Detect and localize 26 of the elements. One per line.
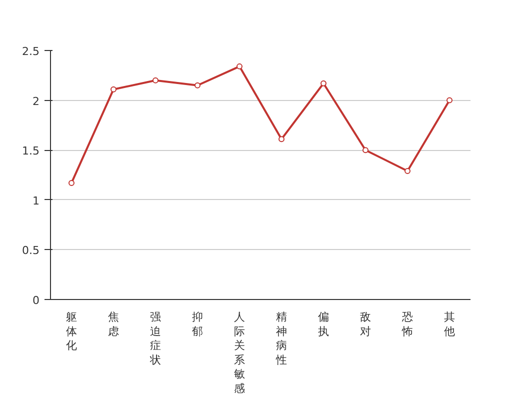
x-tick-label: 精神病性 (275, 310, 287, 366)
point (362, 147, 368, 154)
point (110, 86, 116, 92)
y-tick-label: 1 (32, 194, 40, 208)
point (320, 80, 326, 86)
x-tick-label: 躯体化 (66, 310, 77, 352)
x-tick-label: 焦虑 (108, 310, 119, 338)
y-tick-label: 0 (32, 294, 40, 307)
x-tick-label: 敌对 (360, 310, 371, 338)
point (446, 97, 452, 104)
y-tick-label: 2 (32, 94, 40, 108)
point (68, 180, 74, 186)
x-tick-label: 偏执 (318, 310, 329, 338)
point (278, 136, 284, 142)
point (236, 63, 242, 70)
y-tick-label: 2.5 (22, 45, 40, 58)
point (152, 77, 158, 84)
x-tick-label: 强迫症状 (149, 310, 161, 366)
point (404, 168, 410, 174)
x-tick-label: 恐怖 (401, 310, 413, 338)
y-tick-label: 1.5 (22, 144, 40, 158)
y-tick-label: 0.5 (22, 244, 40, 258)
x-tick-label: 人际关系敏感 (234, 310, 245, 395)
point (194, 82, 200, 88)
x-tick-label: 抑郁 (192, 310, 203, 338)
x-tick-label: 其他 (444, 310, 455, 338)
